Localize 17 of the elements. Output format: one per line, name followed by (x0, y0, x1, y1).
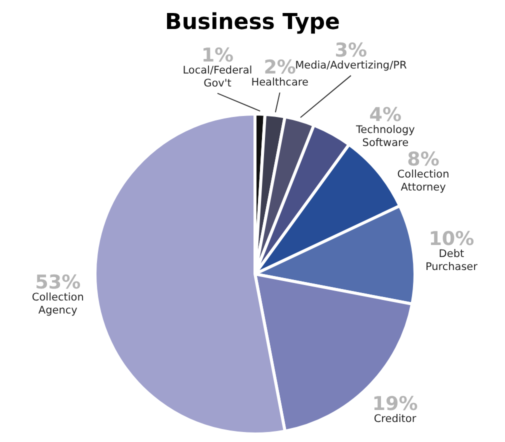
data-label: 2% (264, 56, 296, 79)
data-label: 8% (407, 148, 440, 171)
slice-label: Debt Purchaser (425, 248, 478, 274)
slice-label: Local/Federal Gov't (182, 64, 252, 90)
slice-label: Media/Advertizing/PR (295, 60, 407, 72)
chart-title: Business Type (165, 10, 340, 35)
data-label: 1% (201, 44, 234, 66)
data-label: 3% (334, 40, 368, 62)
slice-label: Healthcare (251, 76, 308, 89)
slice-label: Technology Software (355, 124, 415, 150)
slice-label: Creditor (374, 413, 417, 426)
data-label: 19% (372, 393, 418, 416)
slice-label: Collection Attorney (397, 168, 450, 194)
data-label: 4% (369, 104, 402, 126)
data-label: 10% (428, 228, 474, 250)
slice-label: Collection Agency (32, 292, 84, 317)
data-label: 53% (35, 272, 81, 294)
